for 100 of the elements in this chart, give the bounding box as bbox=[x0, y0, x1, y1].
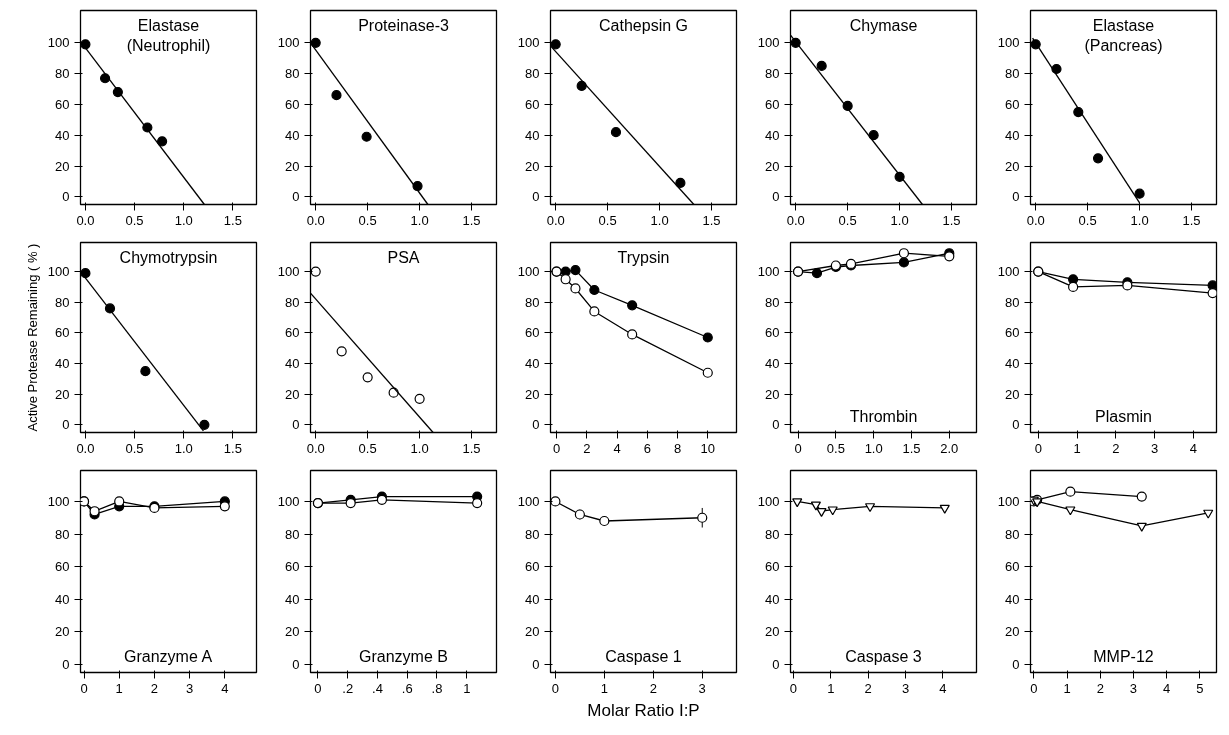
x-tick-label: .8 bbox=[431, 680, 443, 696]
y-tick-label: 100 bbox=[517, 264, 540, 280]
x-tick-label: 1 bbox=[600, 680, 608, 696]
x-tick-label: 1.5 bbox=[702, 212, 721, 228]
y-tick-label: 40 bbox=[765, 356, 780, 372]
x-tick-label: 0.0 bbox=[546, 212, 565, 228]
y-tick-label: 0 bbox=[772, 417, 780, 433]
chart-title: Chymotrypsin bbox=[119, 248, 218, 266]
y-tick-label: 60 bbox=[765, 559, 780, 575]
y-tick-label: 40 bbox=[1005, 591, 1020, 607]
y-tick-label: 100 bbox=[757, 493, 780, 509]
x-tick-label: 3 bbox=[1129, 680, 1138, 696]
y-axis-title: Active Protease Remaining ( % ) bbox=[24, 243, 40, 432]
y-tick-label: 80 bbox=[765, 66, 780, 82]
chart-title: Trypsin bbox=[617, 248, 670, 266]
y-tick-label: 40 bbox=[285, 356, 300, 372]
y-tick-label: 0 bbox=[532, 189, 540, 205]
text: Granzyme B bbox=[359, 647, 448, 665]
x-tick-label: 0.5 bbox=[125, 440, 144, 456]
y-tick-label: 20 bbox=[525, 386, 540, 402]
y-tick-label: 20 bbox=[1005, 386, 1020, 402]
y-tick-label: 100 bbox=[277, 35, 300, 51]
y-tick-label: 100 bbox=[277, 264, 300, 280]
x-tick-label: 2 bbox=[1096, 680, 1104, 696]
y-tick-label: 80 bbox=[1005, 294, 1020, 310]
y-tick-label: 60 bbox=[525, 325, 540, 341]
x-tick-label: 2.0 bbox=[940, 440, 959, 456]
y-tick-label: 60 bbox=[765, 96, 780, 112]
x-tick-label: 0.5 bbox=[838, 212, 857, 228]
x-tick-label: 0.5 bbox=[1078, 212, 1097, 228]
x-tick-label: 0.0 bbox=[76, 212, 95, 228]
x-tick-label: 0 bbox=[794, 440, 802, 456]
x-tick-label: 1.5 bbox=[942, 212, 961, 228]
x-tick-label: 0 bbox=[80, 680, 88, 696]
y-tick-label: 0 bbox=[292, 417, 300, 433]
text: Plasmin bbox=[1095, 407, 1152, 425]
x-tick-label: 1 bbox=[1073, 440, 1081, 456]
x-tick-label: 2 bbox=[150, 680, 159, 696]
x-tick-label: .6 bbox=[401, 680, 413, 696]
x-tick-label: 0.5 bbox=[358, 212, 377, 228]
text: Granzyme A bbox=[124, 647, 213, 665]
text: Thrombin bbox=[849, 407, 918, 425]
x-tick-label: 1.5 bbox=[462, 212, 481, 228]
y-tick-label: 40 bbox=[765, 591, 780, 607]
y-tick-label: 40 bbox=[55, 127, 70, 143]
x-tick-label: 1.0 bbox=[1130, 212, 1149, 228]
x-tick-label: 1.0 bbox=[410, 440, 429, 456]
x-tick-label: 0 bbox=[551, 680, 560, 696]
x-tick-label: 0 bbox=[789, 680, 798, 696]
y-tick-label: 80 bbox=[55, 526, 70, 542]
y-tick-label: 60 bbox=[55, 325, 70, 341]
y-tick-label: 40 bbox=[525, 591, 540, 607]
y-tick-label: 0 bbox=[532, 656, 540, 672]
y-tick-label: 20 bbox=[55, 386, 70, 402]
x-tick-label: 0.0 bbox=[76, 440, 95, 456]
y-tick-label: 20 bbox=[765, 624, 780, 640]
y-tick-label: 80 bbox=[525, 294, 540, 310]
y-tick-label: 0 bbox=[62, 189, 70, 205]
text: Caspase 1 bbox=[605, 647, 682, 665]
y-tick-label: 60 bbox=[525, 96, 540, 112]
x-tick-label: 0.5 bbox=[358, 440, 377, 456]
y-tick-label: 0 bbox=[292, 189, 300, 205]
text: MMP-12 bbox=[1093, 647, 1154, 665]
y-tick-label: 60 bbox=[1005, 559, 1020, 575]
x-tick-label: 0 bbox=[1030, 680, 1038, 696]
y-tick-label: 20 bbox=[765, 158, 780, 174]
y-tick-label: 0 bbox=[772, 656, 780, 672]
y-tick-label: 100 bbox=[277, 493, 300, 509]
y-tick-label: 60 bbox=[525, 559, 540, 575]
y-tick-label: 0 bbox=[1012, 189, 1020, 205]
chart-title: Cathepsin G bbox=[599, 16, 688, 34]
y-tick-label: 100 bbox=[47, 493, 70, 509]
chart-title: Chymase bbox=[849, 16, 918, 34]
x-tick-label: 4 bbox=[1189, 440, 1197, 456]
y-tick-label: 40 bbox=[1005, 127, 1020, 143]
x-tick-label: 3 bbox=[1150, 440, 1159, 456]
y-tick-label: 80 bbox=[55, 66, 70, 82]
y-tick-label: 20 bbox=[285, 158, 300, 174]
chart-title: Proteinase-3 bbox=[358, 16, 449, 34]
x-tick-label: 2 bbox=[1112, 440, 1120, 456]
x-tick-label: 1.0 bbox=[650, 212, 669, 228]
chart-title: PSA bbox=[387, 248, 420, 266]
x-tick-label: 3 bbox=[901, 680, 910, 696]
y-tick-label: 0 bbox=[532, 417, 540, 433]
y-tick-label: 80 bbox=[525, 66, 540, 82]
y-tick-label: 20 bbox=[1005, 624, 1020, 640]
y-tick-label: 20 bbox=[285, 386, 300, 402]
y-tick-label: 80 bbox=[285, 294, 300, 310]
x-tick-label: 0.0 bbox=[306, 440, 325, 456]
x-tick-label: 0 bbox=[552, 440, 561, 456]
x-tick-label: 3 bbox=[186, 680, 194, 696]
x-tick-label: 0.5 bbox=[598, 212, 617, 228]
y-tick-label: 60 bbox=[285, 96, 300, 112]
x-tick-label: 5 bbox=[1196, 680, 1204, 696]
y-tick-label: 40 bbox=[55, 356, 70, 372]
y-tick-label: 20 bbox=[55, 624, 70, 640]
x-tick-label: 0.0 bbox=[786, 212, 805, 228]
x-tick-label: 2 bbox=[583, 440, 591, 456]
text: Elastase (Pancreas) bbox=[1084, 16, 1163, 54]
x-tick-label: 0.0 bbox=[306, 212, 325, 228]
